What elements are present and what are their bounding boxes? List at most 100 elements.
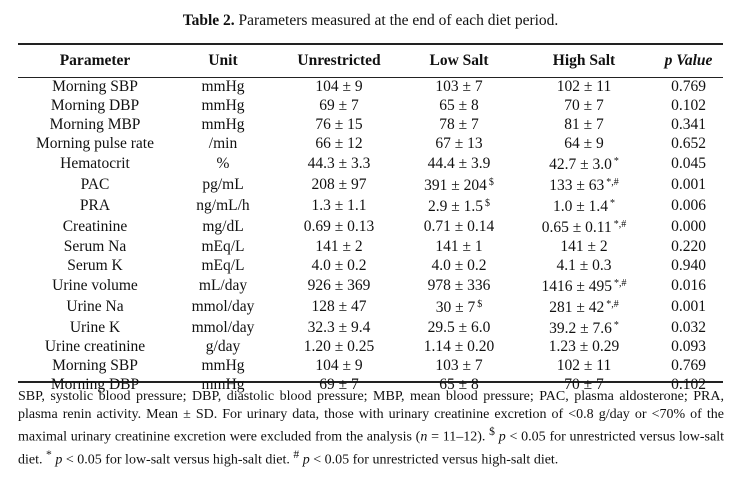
table-row: Serum Na mEq/L 141 ± 2 141 ± 1 141 ± 2 0.220 [18,237,723,256]
table-row: Morning DBP mmHg 69 ± 7 65 ± 8 70 ± 7 0.102 [18,97,723,116]
cell-p-value: 0.001 [654,174,723,195]
cell-low-salt-value: 103 ± 7 [435,357,483,375]
cell-unrestricted: 32.3 ± 9.4 [274,317,404,338]
cell-parameter-value: Creatinine [62,217,128,235]
cell-low-salt: 67 ± 13 [404,135,514,154]
cell-low-salt-value: 78 ± 7 [439,116,479,134]
header-parameter: Parameter [59,51,131,69]
significance-mark: $ [488,177,494,189]
cell-parameter: PAC [18,174,172,195]
cell-low-salt-value: 65 ± 8 [439,376,479,394]
cell-p-value: 0.032 [654,317,723,338]
footnote-star-text: < 0.05 for low-salt versus high-salt die… [62,453,294,469]
cell-unrestricted-value: 32.3 ± 9.4 [307,318,371,336]
cell-low-salt-value: 103 ± 7 [435,78,483,96]
table-row: Urine K mmol/day 32.3 ± 9.4 29.5 ± 6.0 39.2 … [18,317,723,338]
cell-unit-value: mEq/L [201,256,245,274]
header-unit: Unit [208,51,238,69]
cell-low-salt: 30 ± 7 $ [404,296,514,317]
table-row: Morning MBP mmHg 76 ± 15 78 ± 7 81 ± 7 0.341 [18,116,723,135]
cell-p-value: 0.940 [654,256,723,275]
cell-low-salt: 78 ± 7 [404,116,514,135]
table-row: Urine creatinine g/day 1.20 ± 0.25 1.14 ± 0… [18,338,723,357]
cell-high-salt: 39.2 ± 7.6 * [514,317,654,338]
cell-p-value: 0.045 [654,153,723,174]
footnote-p-symbol: p [498,429,506,445]
cell-unit-value: mg/dL [202,217,244,235]
cell-unit: mmHg [172,116,274,135]
cell-parameter: Creatinine [18,216,172,237]
cell-parameter-value: Morning DBP [50,97,140,115]
cell-unit-value: ng/mL/h [196,196,250,214]
cell-high-salt-value: 133 ± 63 [549,177,605,195]
cell-p-value-value: 0.093 [671,338,706,356]
cell-unrestricted-value: 128 ± 47 [311,297,367,315]
cell-p-value-value: 0.341 [671,116,706,134]
cell-high-salt: 4.1 ± 0.3 [514,256,654,275]
cell-high-salt: 64 ± 9 [514,135,654,154]
footnote-dollar-mark: $ [489,425,495,439]
cell-unrestricted-value: 4.0 ± 0.2 [311,256,367,274]
cell-unrestricted-value: 1.20 ± 0.25 [303,338,375,356]
cell-high-salt-value: 42.7 ± 3.0 [549,156,612,174]
cell-unit-value: mmHg [201,78,245,96]
cell-unit: mg/dL [172,216,274,237]
significance-mark: *,# [614,278,627,290]
footnote-p-symbol: p [302,453,310,469]
cell-unit: ng/mL/h [172,195,274,216]
cell-p-value-value: 0.016 [671,276,706,294]
table-body: Morning SBP mmHg 104 ± 9 103 ± 7 102 ± 11 0.7… [18,77,723,395]
cell-parameter: Urine creatinine [18,338,172,357]
cell-unit: mmHg [172,78,274,97]
cell-parameter-value: Serum K [67,256,123,274]
cell-high-salt: 141 ± 2 [514,237,654,256]
cell-unrestricted-value: 208 ± 97 [311,175,367,193]
cell-high-salt-value: 1416 ± 495 [541,278,612,296]
cell-unit-value: /min [208,134,238,152]
table-row: Serum K mEq/L 4.0 ± 0.2 4.0 ± 0.2 4.1 ± 0.3 0… [18,256,723,275]
table-header-rule [18,77,723,78]
footnote-abbreviations: SBP, systolic blood pressure; DBP, diast… [18,389,724,445]
cell-low-salt: 103 ± 7 [404,357,514,376]
cell-unit: mEq/L [172,237,274,256]
cell-unit-value: mmol/day [191,297,255,315]
header-low-salt: Low Salt [429,51,489,69]
cell-low-salt: 103 ± 7 [404,78,514,97]
footnote-n-symbol: n [420,429,428,445]
cell-parameter: Serum K [18,256,172,275]
table-row: PRA ng/mL/h 1.3 ± 1.1 2.9 ± 1.5 $1.0 ± 1.4 * 0… [18,195,723,216]
cell-p-value-value: 0.000 [671,217,706,235]
cell-parameter-value: Urine K [69,318,121,336]
cell-p-value-value: 0.006 [671,196,706,214]
cell-high-salt: 42.7 ± 3.0 * [514,153,654,174]
cell-unit: % [172,153,274,174]
cell-high-salt-value: 39.2 ± 7.6 [549,320,612,338]
cell-low-salt: 0.71 ± 0.14 [404,216,514,237]
cell-low-salt-value: 30 ± 7 [435,299,476,317]
table-caption: Table 2. Parameters measured at the end … [0,12,741,30]
cell-high-salt-value: 102 ± 11 [556,78,612,96]
cell-parameter-value: Urine volume [52,276,138,294]
table-top-rule [18,43,723,45]
cell-high-salt: 102 ± 11 [514,78,654,97]
cell-low-salt-value: 2.9 ± 1.5 [427,198,483,216]
cell-p-value-value: 0.045 [671,154,706,172]
cell-parameter: Urine Na [18,296,172,317]
cell-unrestricted: 1.20 ± 0.25 [274,338,404,357]
cell-low-salt-value: 29.5 ± 6.0 [427,318,491,336]
table-row: Urine Na mmol/day 128 ± 47 30 ± 7 $281 ± 42 *… [18,296,723,317]
significance-mark: * [613,320,619,332]
cell-unit: /min [172,135,274,154]
cell-high-salt: 70 ± 7 [514,376,654,395]
cell-parameter-value: Serum Na [63,237,127,255]
cell-low-salt-value: 65 ± 8 [439,97,479,115]
cell-unrestricted-value: 926 ± 369 [307,276,371,294]
header-high-salt: High Salt [552,51,616,69]
cell-low-salt: 1.14 ± 0.20 [404,338,514,357]
cell-unrestricted: 76 ± 15 [274,116,404,135]
cell-p-value-value: 0.102 [671,376,706,394]
cell-p-value: 0.000 [654,216,723,237]
cell-high-salt-value: 102 ± 11 [556,357,612,375]
table-footnote: SBP, systolic blood pressure; DBP, diast… [18,388,724,470]
cell-low-salt: 391 ± 204 $ [404,174,514,195]
